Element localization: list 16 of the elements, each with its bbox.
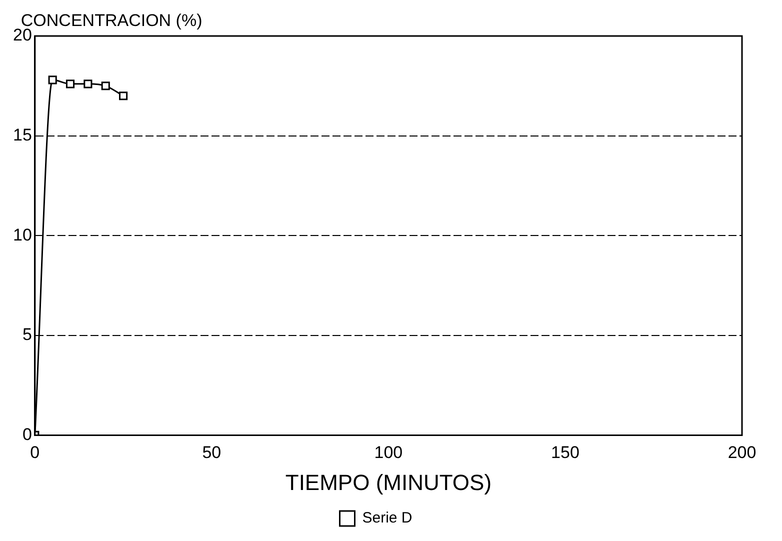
y-tick-label: 15: [12, 125, 32, 144]
x-axis-title: TIEMPO (MINUTOS): [285, 470, 492, 495]
point: [66, 80, 75, 88]
y-tick-label: 10: [12, 225, 32, 244]
point: [119, 92, 128, 100]
point: [101, 82, 110, 90]
legend-label: Serie D: [362, 510, 412, 527]
point: [84, 80, 92, 88]
y-tick-label: 20: [12, 26, 32, 45]
x-tick-label: 150: [551, 443, 580, 462]
x-tick-label: 200: [728, 443, 756, 462]
x-tick-label: 100: [374, 443, 403, 462]
point: [48, 76, 57, 84]
y-tick-label: 0: [22, 424, 32, 444]
x-tick-label: 50: [202, 443, 222, 462]
y-tick-label: 5: [22, 325, 32, 344]
